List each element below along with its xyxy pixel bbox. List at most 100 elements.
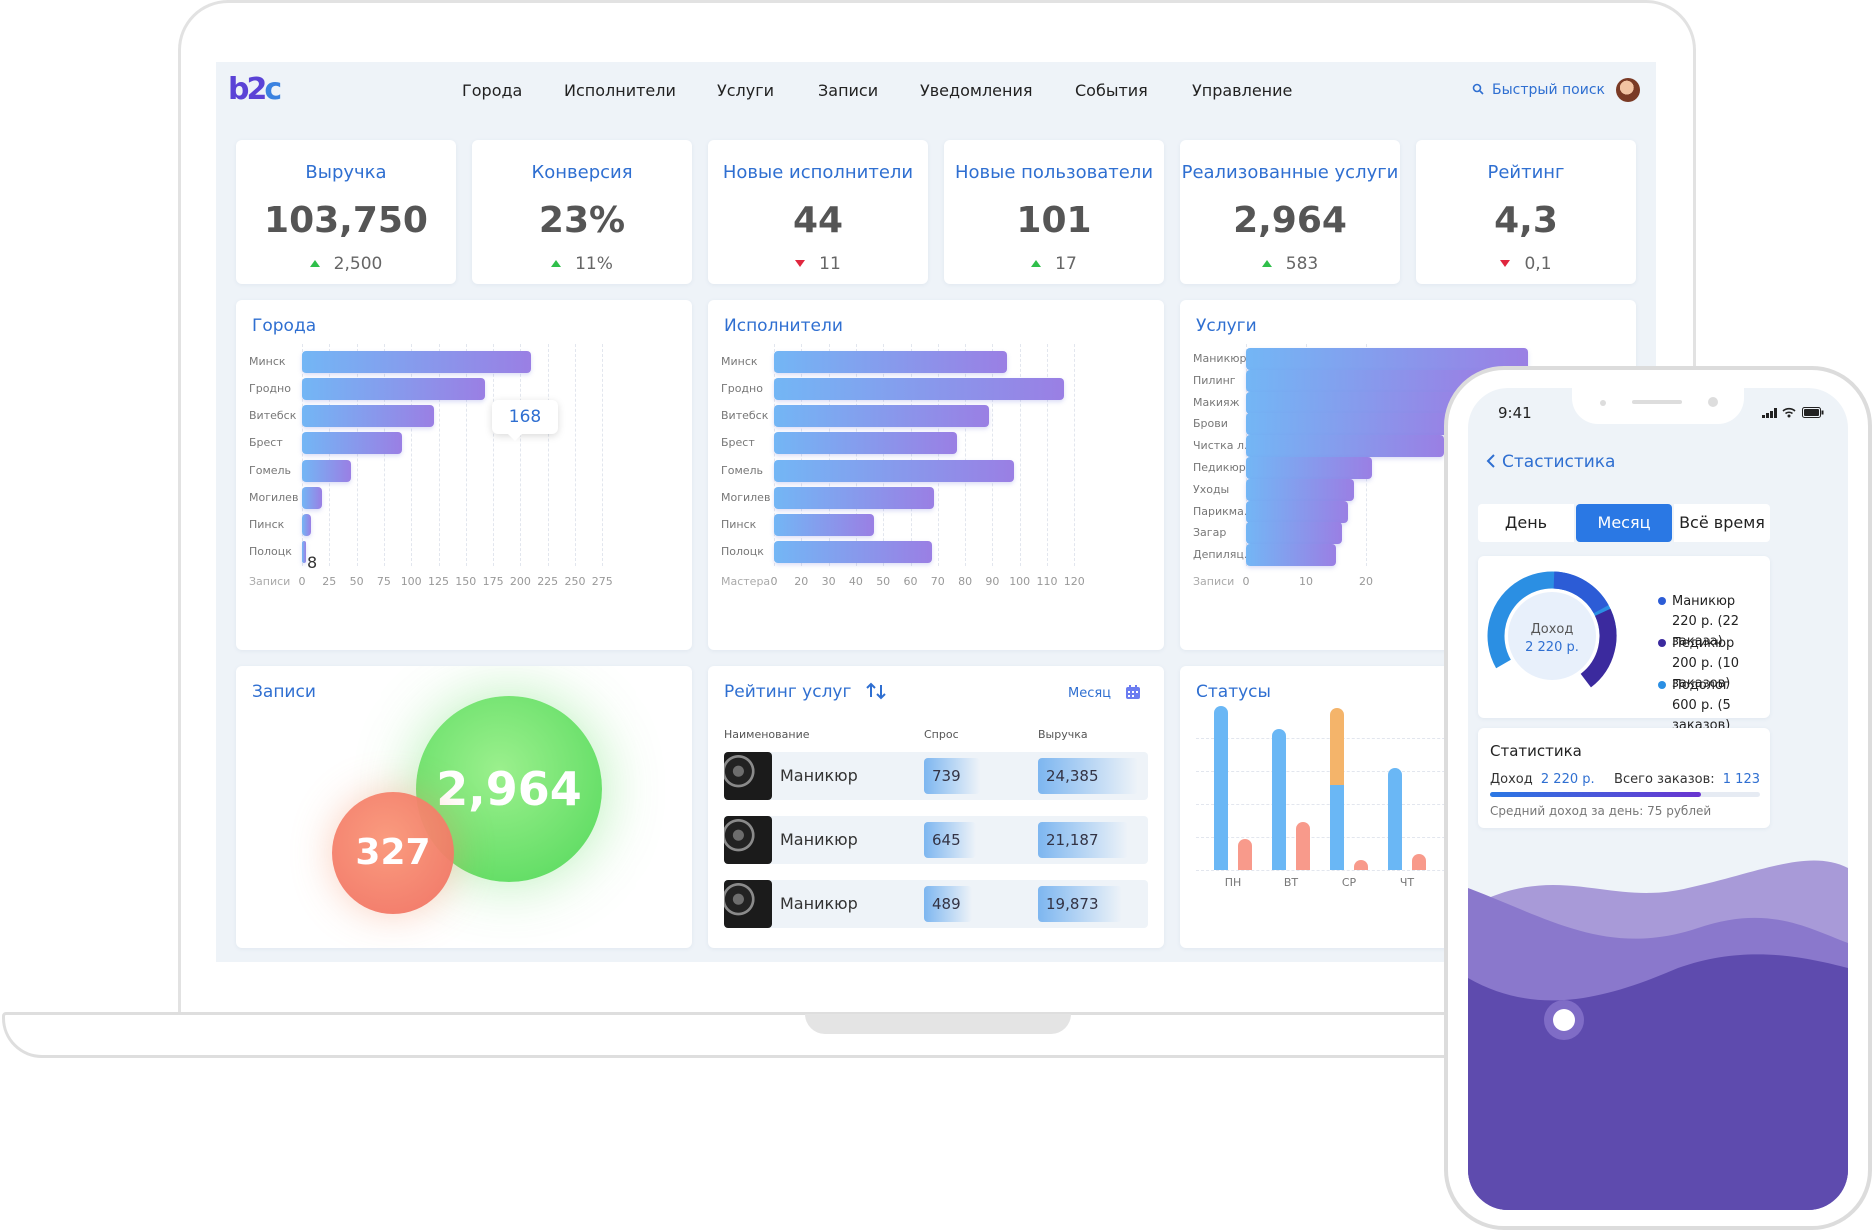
status-bar-blue[interactable] <box>1388 768 1402 870</box>
trend-up-icon <box>1031 260 1042 267</box>
bar[interactable] <box>774 405 990 428</box>
legend-detail: 200 р. (10 заказов) <box>1672 656 1740 691</box>
kpi-delta-value: 11 <box>819 254 841 274</box>
logo[interactable]: b2c <box>228 72 282 107</box>
bar[interactable] <box>302 350 532 373</box>
x-tick-label: 110 <box>1036 575 1058 588</box>
avatar[interactable] <box>1616 78 1640 102</box>
bar[interactable] <box>302 514 311 537</box>
category-label: Гродно <box>721 381 763 395</box>
chart-title: Города <box>252 316 317 336</box>
bar[interactable] <box>302 486 322 509</box>
signal-icon <box>1762 408 1777 418</box>
bar[interactable] <box>1246 478 1354 501</box>
tab-all-time[interactable]: Всё время <box>1674 504 1770 542</box>
kpi-title: Рейтинг <box>1487 162 1565 183</box>
sort-icon[interactable] <box>865 682 887 700</box>
trend-up-icon <box>1261 260 1272 267</box>
bar[interactable] <box>302 541 306 564</box>
bar[interactable] <box>1246 413 1462 436</box>
status-bar-red[interactable] <box>1354 860 1368 870</box>
grid-line <box>883 344 885 566</box>
rating-row[interactable]: Маникюр 645 21,187 <box>724 816 1148 864</box>
status-bar-orange[interactable] <box>1330 707 1344 785</box>
kpi-title: Новые пользователи <box>954 162 1154 183</box>
category-label: Могилев <box>249 490 299 504</box>
category-label: Гродно <box>249 381 291 395</box>
nav-item-events[interactable]: События <box>1075 81 1148 100</box>
bar[interactable] <box>774 432 957 455</box>
category-label: Уходы <box>1193 482 1230 496</box>
phone-camera <box>1708 397 1718 407</box>
income-value: 2 220 р. <box>1540 772 1595 787</box>
rating-row[interactable]: Маникюр 739 24,385 <box>724 752 1148 800</box>
bar[interactable] <box>1246 456 1372 479</box>
nav-item-services[interactable]: Услуги <box>717 81 775 100</box>
back-button[interactable]: Стастистика <box>1486 452 1615 472</box>
bar[interactable] <box>1246 391 1474 414</box>
category-label: Пинск <box>249 518 285 532</box>
category-label: Брест <box>721 436 755 450</box>
status-bar-red[interactable] <box>1296 822 1310 870</box>
nav-item-management[interactable]: Управление <box>1192 81 1293 100</box>
legend-marker <box>1658 597 1666 605</box>
grid-line <box>438 344 440 566</box>
status-bar-red[interactable] <box>1412 853 1426 870</box>
tab-month[interactable]: Месяц <box>1576 504 1672 542</box>
bar[interactable] <box>1246 369 1486 392</box>
bar[interactable] <box>774 514 875 537</box>
nav-item-cities[interactable]: Города <box>462 81 523 100</box>
status-bar-blue[interactable] <box>1272 728 1286 870</box>
quick-search[interactable]: Быстрый поиск <box>1472 82 1605 98</box>
grid-line <box>828 344 830 566</box>
grid-line <box>1196 837 1616 838</box>
period-selector[interactable]: Месяц <box>1068 684 1141 701</box>
nav-item-records[interactable]: Записи <box>818 81 879 100</box>
bar[interactable] <box>1246 544 1336 567</box>
category-label: Педикюр <box>1193 460 1246 474</box>
bar[interactable] <box>774 459 1015 482</box>
status-bar-red[interactable] <box>1238 838 1252 870</box>
bar[interactable] <box>1246 435 1444 458</box>
grid-line <box>992 344 994 566</box>
category-label: Макияж <box>1193 395 1240 409</box>
rating-row[interactable]: Маникюр 489 19,873 <box>724 880 1148 928</box>
grid-line <box>520 344 522 566</box>
bar[interactable] <box>1246 500 1348 523</box>
bar[interactable] <box>302 405 435 428</box>
x-tick-label: 50 <box>876 575 891 588</box>
bar[interactable] <box>774 541 932 564</box>
bar[interactable] <box>774 486 935 509</box>
kpi-value: 44 <box>792 200 844 241</box>
grid-line <box>383 344 385 566</box>
legend-item: Подолог 600 р. (5 заказов) <box>1658 676 1770 736</box>
service-thumbnail <box>724 816 772 864</box>
income-label: Доход <box>1490 772 1533 787</box>
rating-title-text: Рейтинг услуг <box>724 682 852 702</box>
nav-item-notifications[interactable]: Уведомления <box>920 81 1033 100</box>
bar[interactable] <box>1246 347 1528 370</box>
bar[interactable] <box>774 350 1007 373</box>
tab-day[interactable]: День <box>1478 504 1574 542</box>
bar[interactable] <box>302 459 352 482</box>
service-thumbnail <box>724 752 772 800</box>
screen-title: Стастистика <box>1502 452 1616 472</box>
stats-progress-fill <box>1490 792 1701 797</box>
nav-item-performers[interactable]: Исполнители <box>564 81 676 100</box>
bar[interactable] <box>1246 522 1342 545</box>
grid-line <box>1196 738 1616 739</box>
grid-line <box>602 344 604 566</box>
grid-line <box>855 344 857 566</box>
status-bar-blue[interactable] <box>1330 784 1344 870</box>
bar[interactable] <box>302 377 486 400</box>
status-bar-blue[interactable] <box>1214 706 1228 870</box>
bar[interactable] <box>774 377 1065 400</box>
orders-label: Всего заказов: <box>1614 772 1715 787</box>
day-label: СР <box>1341 876 1357 889</box>
x-tick-label: 50 <box>349 575 364 588</box>
grid-line <box>547 344 549 566</box>
bar[interactable] <box>302 432 403 455</box>
category-label: Брови <box>1193 417 1228 431</box>
stats-card: Статистика Доход 2 220 р. Всего заказов:… <box>1478 728 1770 828</box>
records-title: Записи <box>252 682 316 702</box>
